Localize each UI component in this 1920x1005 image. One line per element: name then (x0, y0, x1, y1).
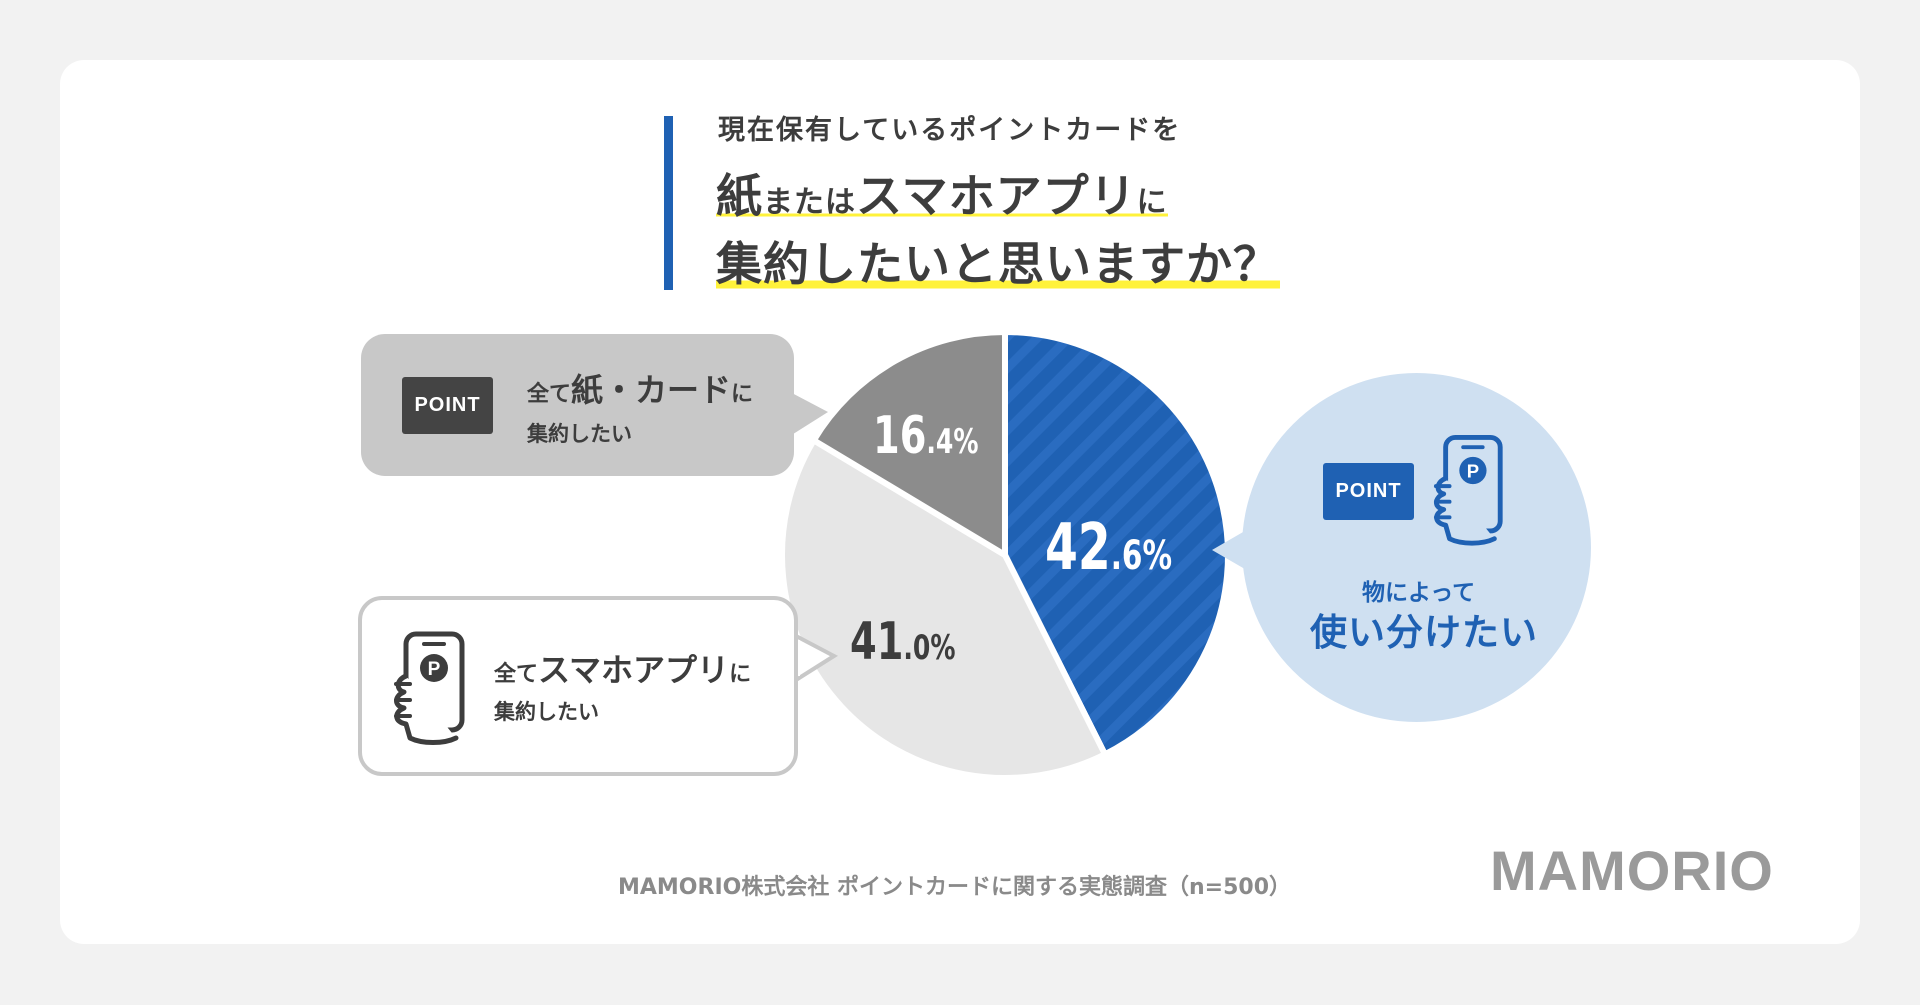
callout-app-line-1: 全てスマホアプリに (494, 645, 751, 691)
pie-slice-mixed (1002, 329, 1231, 758)
pct-label-paper: 16.4% (873, 406, 979, 466)
pct-int-paper: 16 (873, 406, 927, 466)
callout-app-all: 全て (494, 662, 539, 687)
callout-app-line-2: 集約したい (494, 700, 599, 724)
source-footnote: MAMORIO株式会社 ポイントカードに関する実態調査（n=500） (618, 875, 1292, 900)
point-card-badge-blue: POINT (1323, 463, 1414, 520)
pct-int-app: 41 (850, 612, 904, 672)
pct-label-mixed: 42.6% (1045, 511, 1172, 585)
svg-text:P: P (428, 659, 441, 680)
title-line-2: 紙またはスマホアプリに (716, 160, 1168, 226)
title-paper: 紙 (716, 169, 763, 223)
pct-dec-app: .0% (903, 628, 956, 668)
title-line-1: 現在保有しているポイントカードを (718, 115, 1182, 146)
title-question: 集約したいと思いますか？ (716, 237, 1280, 293)
pie-slice-paper (810, 329, 1008, 558)
title-smartphone-app: スマホアプリ (856, 169, 1137, 223)
callout-mixed-line-1: 物によって (1362, 580, 1476, 606)
callout-paper-all: 全て (527, 382, 572, 407)
mamorio-logo: MAMORIO (1490, 839, 1774, 902)
pct-dec-mixed: .6% (1110, 533, 1173, 579)
pct-int-mixed: 42 (1045, 511, 1111, 585)
callout-paper-paper-card: 紙・カード (571, 371, 732, 409)
callout-mixed-line-2: 使い分けたい (1310, 611, 1538, 654)
point-card-badge: POINT (402, 377, 493, 434)
phone-point-icon-blue: P (1433, 434, 1503, 546)
callout-paper-line-2: 集約したい (527, 422, 632, 446)
callout-mixed (1242, 373, 1591, 722)
callout-paper-ni: に (731, 382, 754, 407)
title-ni: に (1136, 185, 1168, 220)
pct-label-app: 41.0% (850, 612, 956, 672)
svg-text:P: P (1467, 460, 1479, 481)
callout-app-smartphone-app: スマホアプリ (538, 651, 730, 689)
title-accent-bar (664, 116, 673, 290)
blue-circle-tail (1212, 528, 1250, 572)
title-or: または (763, 185, 856, 220)
phone-point-icon: P (394, 631, 465, 745)
gray-bubble-tail (790, 392, 828, 436)
title-line-3: 集約したいと思いますか？ (716, 228, 1280, 294)
pct-dec-paper: .4% (926, 422, 979, 462)
pie-slice-app (779, 437, 1108, 781)
callout-app-ni: に (729, 662, 752, 687)
callout-paper-line-1: 全て紙・カードに (527, 365, 753, 411)
